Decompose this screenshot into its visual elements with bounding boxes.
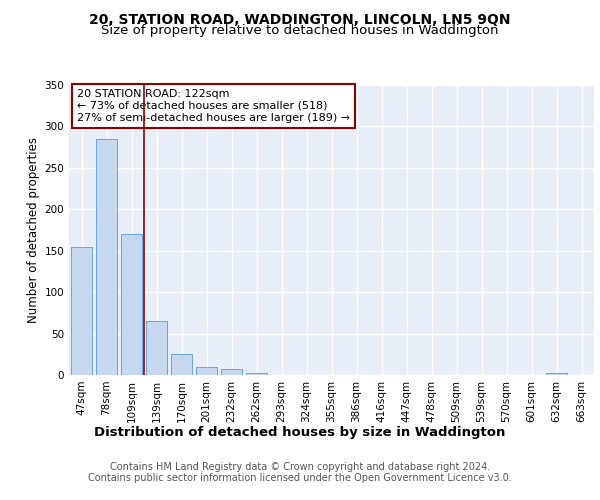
Bar (221, 369, 242, 375)
Text: Distribution of detached houses by size in Waddington: Distribution of detached houses by size … (94, 426, 506, 439)
Text: Contains HM Land Registry data © Crown copyright and database right 2024.
Contai: Contains HM Land Registry data © Crown c… (88, 462, 512, 483)
Bar (246, 374, 267, 375)
Bar (96, 139, 117, 375)
Bar (546, 374, 567, 375)
Bar (196, 366, 217, 375)
Text: 20 STATION ROAD: 122sqm
← 73% of detached houses are smaller (518)
27% of semi-d: 20 STATION ROAD: 122sqm ← 73% of detache… (77, 90, 350, 122)
Text: 20, STATION ROAD, WADDINGTON, LINCOLN, LN5 9QN: 20, STATION ROAD, WADDINGTON, LINCOLN, L… (89, 12, 511, 26)
Bar (71, 246, 92, 375)
Text: Size of property relative to detached houses in Waddington: Size of property relative to detached ho… (101, 24, 499, 37)
Bar (146, 321, 167, 375)
Bar (171, 354, 192, 375)
Bar (121, 234, 142, 375)
Y-axis label: Number of detached properties: Number of detached properties (27, 137, 40, 323)
